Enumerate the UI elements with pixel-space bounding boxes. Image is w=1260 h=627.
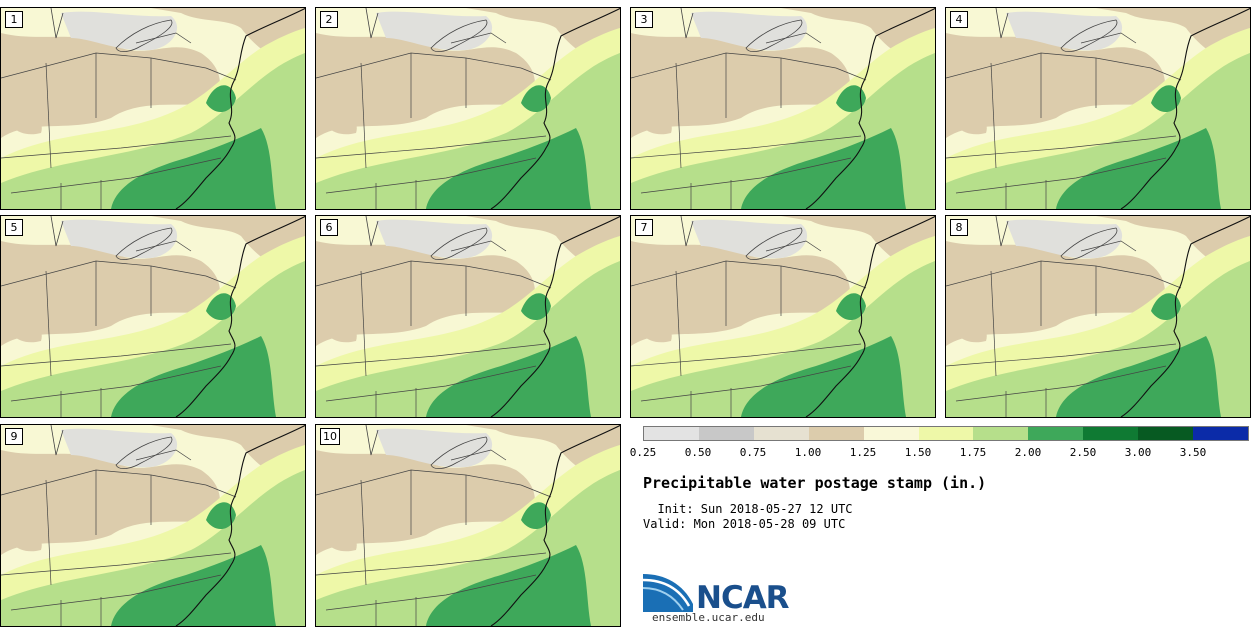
- stamp-panel-10: 10: [315, 424, 621, 627]
- stamp-panel-2: 2: [315, 7, 621, 210]
- stamp-number-1: 1: [5, 11, 23, 28]
- legend-tick: 3.00: [1124, 446, 1152, 459]
- legend-tick: 0.25: [629, 446, 657, 459]
- stamp-number-9: 9: [5, 428, 23, 445]
- stamp-number-8: 8: [950, 219, 968, 236]
- stamp-map-3: [631, 8, 935, 209]
- stamp-map-4: [946, 8, 1250, 209]
- stamp-map-1: [1, 8, 305, 209]
- legend-swatch: [863, 427, 919, 440]
- color-legend-bar: [643, 426, 1249, 441]
- legend-swatch: [698, 427, 754, 440]
- stamp-map-2: [316, 8, 620, 209]
- stamp-panel-7: 7: [630, 215, 936, 418]
- stamp-number-7: 7: [635, 219, 653, 236]
- stamp-map-9: [1, 425, 305, 626]
- legend-tick: 1.00: [794, 446, 822, 459]
- ncar-logo-text: NCAR: [696, 580, 790, 616]
- legend-tick: 3.50: [1179, 446, 1207, 459]
- stamp-panel-6: 6: [315, 215, 621, 418]
- stamp-number-5: 5: [5, 219, 23, 236]
- legend-swatch: [973, 427, 1029, 440]
- legend-swatch: [918, 427, 974, 440]
- legend-swatch: [1138, 427, 1194, 440]
- init-time: Init: Sun 2018-05-27 12 UTC: [643, 502, 853, 516]
- ncar-logo-icon: [643, 574, 693, 612]
- stamp-panel-8: 8: [945, 215, 1251, 418]
- stamp-panel-3: 3: [630, 7, 936, 210]
- legend-tick: 2.00: [1014, 446, 1042, 459]
- stamp-number-6: 6: [320, 219, 338, 236]
- legend-tick: 1.50: [904, 446, 932, 459]
- stamp-number-2: 2: [320, 11, 338, 28]
- stamp-map-10: [316, 425, 620, 626]
- legend-swatch: [1028, 427, 1084, 440]
- legend-swatch: [1083, 427, 1139, 440]
- stamp-panel-9: 9: [0, 424, 306, 627]
- legend-tick: 0.75: [739, 446, 767, 459]
- valid-time: Valid: Mon 2018-05-28 09 UTC: [643, 517, 846, 531]
- stamp-panel-5: 5: [0, 215, 306, 418]
- stamp-map-7: [631, 216, 935, 417]
- stamp-map-8: [946, 216, 1250, 417]
- legend-swatch: [644, 427, 699, 440]
- legend-swatch: [1193, 427, 1248, 440]
- legend-swatch: [808, 427, 864, 440]
- chart-title: Precipitable water postage stamp (in.): [643, 474, 987, 492]
- legend-tick: 0.50: [684, 446, 712, 459]
- stamp-number-4: 4: [950, 11, 968, 28]
- stamp-map-6: [316, 216, 620, 417]
- stamp-map-5: [1, 216, 305, 417]
- legend-swatch: [753, 427, 809, 440]
- stamp-panel-1: 1: [0, 7, 306, 210]
- stamp-panel-4: 4: [945, 7, 1251, 210]
- legend-tick: 2.50: [1069, 446, 1097, 459]
- stamp-number-10: 10: [320, 428, 340, 445]
- logo-url: ensemble.ucar.edu: [652, 611, 765, 624]
- legend-tick: 1.25: [849, 446, 877, 459]
- stamp-number-3: 3: [635, 11, 653, 28]
- legend-tick: 1.75: [959, 446, 987, 459]
